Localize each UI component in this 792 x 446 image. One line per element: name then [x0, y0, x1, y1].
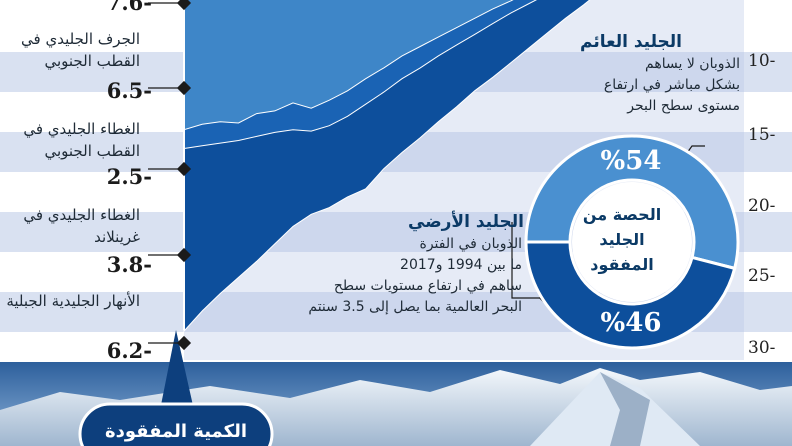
y-tick-10: 10- [748, 51, 776, 71]
series-value-antarctic-sheet: 2.5- [106, 164, 152, 189]
floating-ice-line-3: مستوى سطح البحر [627, 98, 740, 114]
y-tick-20: 20- [748, 196, 776, 216]
mountain-photo [0, 330, 792, 446]
mountain-shadow [600, 372, 650, 446]
y-tick-30: 30- [748, 338, 776, 358]
pie-center-title: الحصة من الجليد المفقود [582, 205, 662, 274]
area-1 [183, 0, 514, 131]
area-series [183, 0, 591, 333]
land-ice-line-2: ما بين 1994 و2017 [400, 257, 522, 273]
land-ice-title: الجليد الأرضي [408, 212, 524, 232]
pie-slice-label-floating: %54 [600, 146, 662, 176]
series-value-antarctic-shelf: 6.5- [106, 78, 152, 103]
land-connector [511, 222, 546, 299]
series-label-antarctic-shelf: الجرف الجليدي في القطب الجنوبي [21, 30, 140, 70]
floating-ice-line-1: الذوبان لا يساهم [645, 56, 740, 72]
callout-bubble [78, 402, 274, 446]
lost-amount-callout-label: الكمية المفقودة [104, 421, 248, 442]
marker-diamond-3 [176, 247, 192, 263]
series-label-mountain-glaciers: الأنهار الجليدية الجبلية [6, 292, 140, 310]
donut-slice-1 [524, 240, 737, 350]
floating-ice-title: الجليد العائم [580, 32, 682, 52]
callout-pointer [160, 330, 194, 410]
mountain-peak [530, 372, 700, 446]
marker-diamond-4 [176, 335, 192, 351]
series-label-antarctic-sheet: الغطاء الجليدي في القطب الجنوبي [23, 120, 140, 160]
series-value-mountain-glaciers: 6.2- [106, 338, 152, 363]
donut-chart [524, 134, 740, 350]
land-ice-line-3: ساهم في ارتفاع مستويات سطح [333, 278, 522, 294]
marker-diamond-2 [176, 161, 192, 177]
series-label-greenland: الغطاء الجليدي في غرينلاند [23, 206, 140, 246]
land-ice-line-1: الذوبان في الفترة [419, 236, 523, 252]
land-ice-description: الذوبان في الفترة ما بين 1994 و2017 ساهم… [262, 234, 522, 318]
floating-ice-line-2: بشكل مباشر في ارتفاع [603, 77, 740, 93]
y-tick-25: 25- [748, 266, 776, 286]
y-tick-15: 15- [748, 125, 776, 145]
donut-hole [572, 182, 692, 302]
series-value-greenland: 3.8- [106, 252, 152, 277]
land-ice-line-4: البحر العالمية بما يصل إلى 3.5 سنتم [308, 299, 522, 315]
floating-ice-description: الذوبان لا يساهم بشكل مباشر في ارتفاع مس… [520, 54, 740, 117]
top-value: 7.6- [106, 0, 152, 15]
pie-slice-label-land: %46 [600, 308, 662, 338]
donut-slice-0 [524, 134, 740, 271]
